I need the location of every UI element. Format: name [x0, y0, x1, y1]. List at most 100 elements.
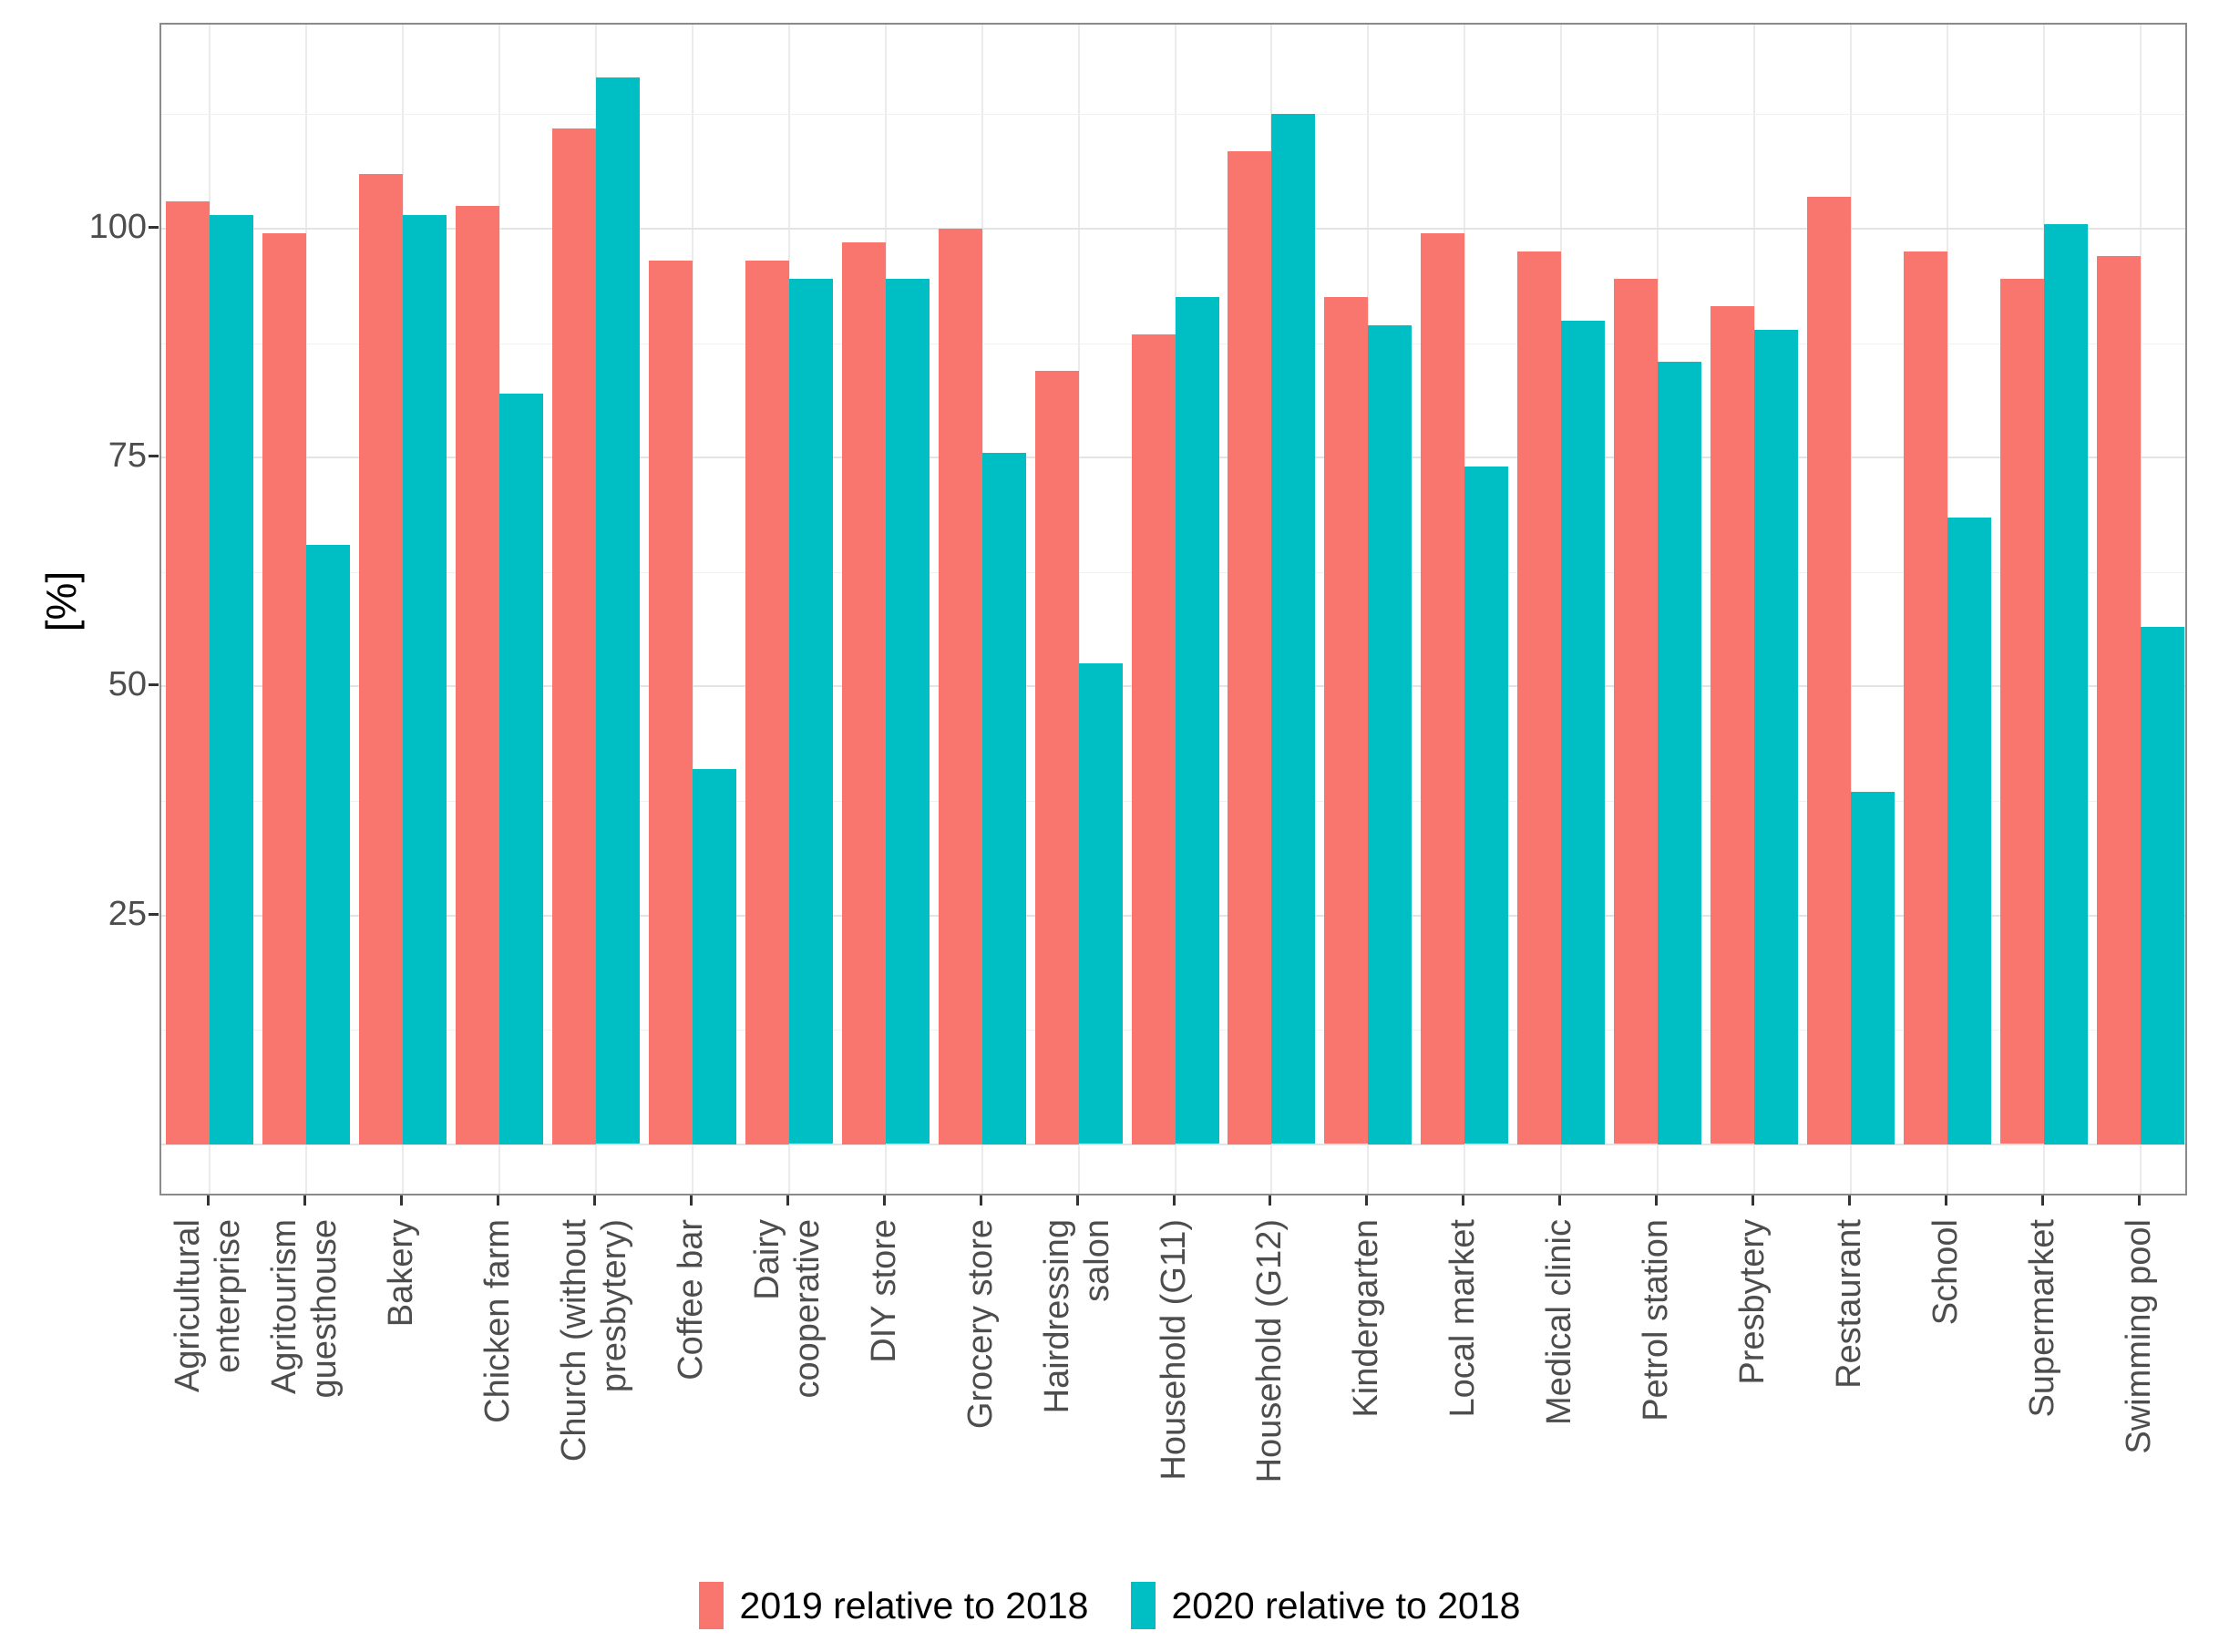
- bar-2020: [210, 215, 253, 1144]
- bar-2019: [1710, 306, 1754, 1144]
- y-tick-mark: [149, 226, 159, 229]
- vertical-gridline: [692, 25, 693, 1194]
- x-category-label: Swimming pool: [2120, 1219, 2158, 1454]
- bar-2019: [1324, 297, 1368, 1144]
- legend-label: 2020 relative to 2018: [1171, 1585, 1521, 1626]
- legend: 2019 relative to 2018 2020 relative to 20…: [0, 1569, 2219, 1642]
- bar-2020: [1271, 114, 1315, 1144]
- x-tick-mark: [1173, 1195, 1176, 1206]
- bar-2019: [359, 174, 403, 1144]
- x-category-label: Dairy cooperative: [748, 1219, 827, 1399]
- x-category-label: Chicken farm: [478, 1219, 517, 1423]
- bar-2020: [499, 394, 543, 1144]
- x-tick-mark: [1076, 1195, 1079, 1206]
- x-tick-mark: [303, 1195, 306, 1206]
- bar-2019: [1517, 251, 1561, 1144]
- y-tick-mark: [149, 455, 159, 457]
- x-category-label: Bakery: [382, 1219, 420, 1328]
- bar-2020: [596, 77, 640, 1144]
- bar-2019: [552, 128, 596, 1144]
- x-tick-mark: [1655, 1195, 1658, 1206]
- bar-2019: [1228, 151, 1271, 1144]
- y-tick-mark: [149, 913, 159, 916]
- bar-2020: [306, 545, 350, 1144]
- bar-2020: [982, 453, 1026, 1144]
- bar-2019: [166, 201, 210, 1144]
- bar-2020: [1561, 321, 1605, 1144]
- y-axis-title: [%]: [37, 570, 85, 632]
- horizontal-minor-gridline: [161, 114, 2185, 115]
- horizontal-major-gridline: [161, 228, 2185, 230]
- legend-key-2020-swatch: [1130, 1582, 1156, 1629]
- x-tick-mark: [1752, 1195, 1754, 1206]
- x-category-label: Supermarket: [2023, 1219, 2061, 1418]
- y-tick-label: 100: [88, 208, 147, 246]
- vertical-gridline: [1850, 25, 1852, 1194]
- x-category-label: Church (without presbytery): [555, 1219, 633, 1462]
- x-tick-mark: [1945, 1195, 1947, 1206]
- bar-2019: [1807, 197, 1851, 1144]
- x-tick-mark: [593, 1195, 596, 1206]
- x-category-label: Medical clinic: [1540, 1219, 1578, 1425]
- bar-2020: [1754, 330, 1798, 1144]
- x-tick-mark: [690, 1195, 693, 1206]
- vertical-gridline: [1078, 25, 1080, 1194]
- vertical-gridline: [2140, 25, 2142, 1194]
- bar-2019: [1132, 334, 1176, 1144]
- bar-2019: [1614, 279, 1658, 1144]
- x-tick-mark: [883, 1195, 886, 1206]
- bar-2019: [2097, 256, 2141, 1144]
- y-tick-mark: [149, 683, 159, 686]
- bar-2020: [789, 279, 833, 1144]
- y-tick-label: 25: [108, 895, 147, 933]
- y-tick-label: 50: [108, 665, 147, 703]
- legend-label: 2019 relative to 2018: [739, 1585, 1089, 1626]
- x-category-label: Agricultural enterprise: [169, 1219, 247, 1393]
- x-tick-mark: [1462, 1195, 1464, 1206]
- y-tick-label: 75: [108, 436, 147, 475]
- x-category-label: Household (G12): [1250, 1219, 1289, 1483]
- bar-2020: [1079, 663, 1123, 1144]
- bar-2020: [1851, 792, 1895, 1144]
- x-tick-mark: [1269, 1195, 1271, 1206]
- x-category-label: Hairdressing salon: [1038, 1219, 1116, 1414]
- horizontal-major-gridline: [161, 1144, 2185, 1145]
- bar-2020: [1368, 325, 1412, 1144]
- bar-2019: [1904, 251, 1947, 1144]
- x-category-label: Local market: [1443, 1219, 1482, 1418]
- bar-2020: [1176, 297, 1219, 1144]
- bar-2019: [2000, 279, 2044, 1144]
- x-tick-mark: [980, 1195, 982, 1206]
- bar-2020: [693, 769, 736, 1144]
- bar-2020: [1464, 467, 1508, 1144]
- x-tick-mark: [2041, 1195, 2044, 1206]
- bar-2019: [262, 233, 306, 1144]
- x-tick-mark: [400, 1195, 403, 1206]
- bar-2020: [2044, 224, 2088, 1144]
- legend-key-2019-swatch: [698, 1582, 724, 1629]
- x-category-label: Petrol station: [1637, 1219, 1675, 1421]
- bar-2019: [1035, 371, 1079, 1144]
- x-category-label: Coffee bar: [672, 1219, 710, 1380]
- x-tick-mark: [786, 1195, 789, 1206]
- x-category-label: Grocery store: [961, 1219, 1000, 1430]
- x-tick-mark: [207, 1195, 210, 1206]
- bar-2019: [456, 206, 499, 1144]
- bar-2019: [1421, 233, 1464, 1144]
- bar-2019: [745, 261, 789, 1144]
- bar-2020: [403, 215, 447, 1144]
- x-tick-mark: [2138, 1195, 2141, 1206]
- legend-item-2019: 2019 relative to 2018: [698, 1582, 1089, 1629]
- x-category-label: Kindergarten: [1347, 1219, 1385, 1418]
- x-tick-mark: [1558, 1195, 1561, 1206]
- bar-2020: [886, 279, 930, 1144]
- plot-panel: [159, 23, 2187, 1195]
- bar-2019: [939, 229, 982, 1144]
- x-category-label: DIY store: [865, 1219, 903, 1363]
- x-tick-mark: [1848, 1195, 1851, 1206]
- bar-2019: [649, 261, 693, 1144]
- x-category-label: Presbytery: [1733, 1219, 1772, 1385]
- x-tick-mark: [1365, 1195, 1368, 1206]
- bar-2020: [2141, 627, 2184, 1144]
